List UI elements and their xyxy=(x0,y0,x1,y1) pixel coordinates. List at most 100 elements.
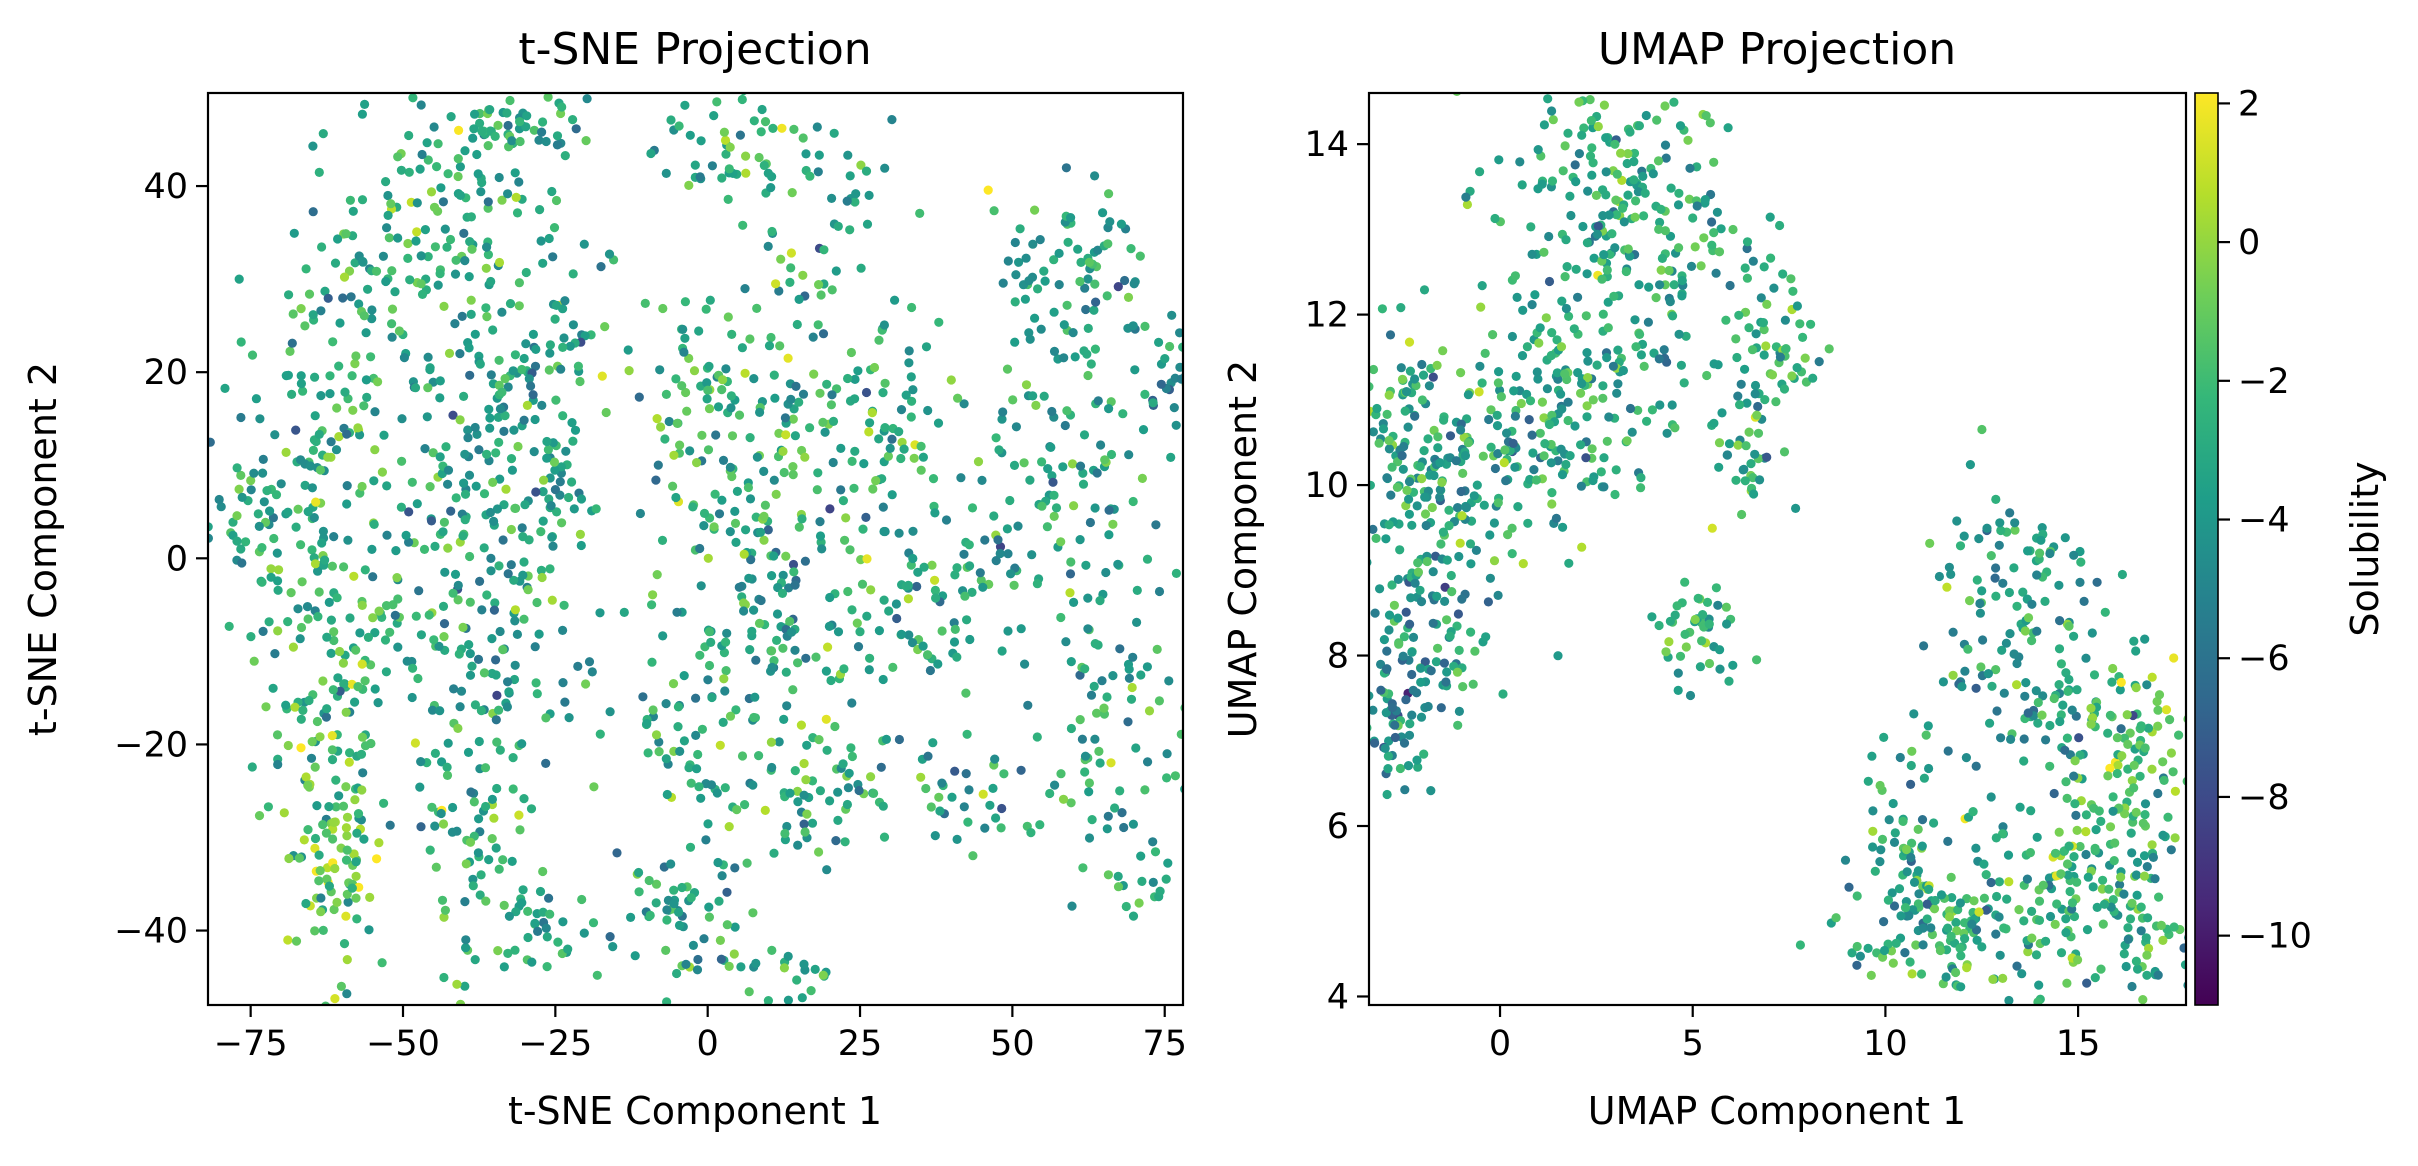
umap-point xyxy=(1680,577,1690,587)
umap-point xyxy=(1444,521,1454,531)
tsne-point xyxy=(530,361,541,371)
tsne-point xyxy=(904,346,914,356)
tsne-point xyxy=(472,429,482,439)
tsne-point xyxy=(373,377,383,387)
tsne-point xyxy=(321,712,331,722)
tsne-point xyxy=(1046,442,1056,452)
umap-point xyxy=(1890,828,1900,838)
tsne-point xyxy=(674,920,685,931)
tsne-point xyxy=(692,965,703,975)
tsne-point xyxy=(968,851,978,861)
tsne-point xyxy=(455,162,465,172)
umap-point xyxy=(1548,115,1558,125)
tsne-point xyxy=(359,311,369,321)
tsne-point xyxy=(754,618,765,629)
umap-point xyxy=(1916,969,1927,979)
umap-point xyxy=(1717,408,1727,418)
tsne-point xyxy=(623,345,633,355)
tsne-point xyxy=(296,743,306,753)
umap-point xyxy=(2062,859,2073,869)
umap-point xyxy=(1601,167,1611,177)
tsne-point xyxy=(295,634,305,644)
tsne-point xyxy=(989,511,999,521)
tsne-point xyxy=(342,955,352,965)
umap-point xyxy=(1972,935,1982,945)
tsne-point xyxy=(1113,882,1124,892)
tsne-point xyxy=(325,389,335,399)
tsne-point xyxy=(542,453,552,463)
tsne-point xyxy=(350,359,360,369)
tsne-point xyxy=(843,586,853,597)
tsne-point xyxy=(477,177,487,188)
tsne-point xyxy=(296,379,306,389)
tsne-point xyxy=(464,272,474,282)
tsne-point xyxy=(706,780,717,790)
umap-point xyxy=(1556,389,1566,399)
tsne-point xyxy=(840,837,850,847)
umap-point xyxy=(1417,359,1427,370)
tsne-point xyxy=(283,935,293,945)
tsne-point xyxy=(353,682,363,692)
tsne-point xyxy=(505,299,516,309)
tsne-point xyxy=(465,837,476,847)
umap-point xyxy=(1370,738,1380,748)
tsne-point xyxy=(1170,771,1180,781)
tsne-point xyxy=(334,432,344,442)
tsne-point xyxy=(501,484,511,494)
umap-point xyxy=(1702,370,1712,381)
umap-point xyxy=(1709,359,1719,369)
umap-point xyxy=(1922,899,1932,909)
umap-point xyxy=(1518,305,1528,315)
tsne-point xyxy=(985,800,995,810)
tsne-point xyxy=(531,487,541,497)
tsne-point xyxy=(519,794,529,804)
tsne-point xyxy=(342,989,352,999)
tsne-point xyxy=(788,559,799,570)
tsne-point xyxy=(465,649,475,659)
tsne-point xyxy=(473,169,483,179)
tsne-point xyxy=(298,705,308,716)
tsne-point xyxy=(1092,708,1102,718)
umap-point xyxy=(1410,374,1420,384)
umap-point xyxy=(2103,771,2113,781)
umap-point xyxy=(1625,127,1635,137)
tsne-point xyxy=(1067,459,1078,469)
umap-point xyxy=(2081,810,2091,820)
tsne-point xyxy=(357,732,368,742)
tsne-point xyxy=(721,364,731,374)
tsne-point xyxy=(732,486,743,496)
umap-point xyxy=(1722,450,1732,460)
umap-point xyxy=(1561,235,1571,245)
tsne-point xyxy=(1075,715,1085,725)
umap-point xyxy=(1990,573,2000,583)
tsne-point xyxy=(923,751,933,761)
umap-point xyxy=(1596,467,1606,477)
tsne-point xyxy=(1065,569,1076,579)
tsne-point xyxy=(915,208,925,218)
tsne-point xyxy=(888,662,898,673)
tsne-point xyxy=(435,452,445,462)
tsne-point xyxy=(419,544,430,555)
umap-point xyxy=(1560,369,1570,379)
umap-point xyxy=(1935,945,1945,956)
umap-point xyxy=(1731,334,1741,344)
tsne-point xyxy=(1083,624,1093,634)
tsne-point xyxy=(726,403,736,413)
tsne-point xyxy=(542,932,552,942)
tsne-point xyxy=(259,497,269,507)
tsne-point xyxy=(468,881,478,891)
tsne-point xyxy=(319,1054,328,1063)
tsne-point xyxy=(767,762,777,773)
umap-point xyxy=(1345,718,1354,727)
tsne-point xyxy=(303,825,313,835)
umap-point xyxy=(2105,763,2115,773)
tsne-point xyxy=(657,535,668,546)
umap-point xyxy=(1359,555,1368,564)
tsne-point xyxy=(367,305,377,315)
tsne-point xyxy=(322,632,332,642)
tsne-point xyxy=(701,304,711,314)
tsne-point xyxy=(1069,597,1079,608)
tsne-point xyxy=(807,818,818,828)
umap-point xyxy=(1969,896,1979,906)
tsne-point xyxy=(214,494,224,505)
